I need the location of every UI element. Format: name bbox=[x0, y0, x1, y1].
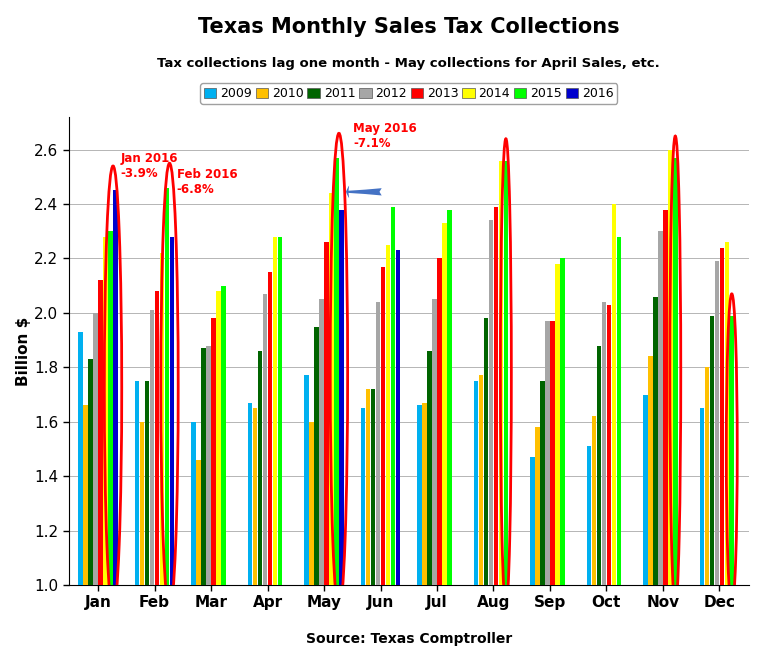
Bar bbox=[422, 403, 427, 585]
Bar bbox=[113, 190, 118, 585]
Bar bbox=[714, 261, 719, 585]
Bar bbox=[273, 237, 277, 585]
Bar bbox=[386, 245, 390, 585]
Bar bbox=[704, 367, 709, 585]
Bar bbox=[222, 286, 226, 585]
Bar bbox=[658, 231, 662, 585]
Bar bbox=[587, 447, 591, 585]
Bar bbox=[319, 299, 324, 585]
Bar bbox=[155, 291, 160, 585]
Bar bbox=[432, 299, 437, 585]
Bar bbox=[309, 422, 314, 585]
Bar bbox=[474, 381, 478, 585]
Bar bbox=[390, 207, 395, 585]
Bar bbox=[545, 321, 550, 585]
Bar bbox=[668, 150, 672, 585]
Bar bbox=[437, 259, 442, 585]
Bar bbox=[730, 316, 734, 585]
Bar bbox=[89, 359, 93, 585]
Bar bbox=[536, 427, 540, 585]
Bar bbox=[710, 316, 714, 585]
Bar bbox=[489, 220, 494, 585]
Bar bbox=[103, 237, 108, 585]
Bar bbox=[611, 204, 616, 585]
Bar bbox=[145, 381, 150, 585]
Bar bbox=[366, 389, 371, 585]
Bar bbox=[673, 158, 678, 585]
Bar bbox=[135, 381, 140, 585]
Bar bbox=[304, 376, 309, 585]
Bar bbox=[212, 318, 216, 585]
Bar bbox=[160, 253, 164, 585]
Bar bbox=[663, 209, 668, 585]
Bar bbox=[248, 403, 252, 585]
Bar bbox=[206, 346, 211, 585]
Bar bbox=[442, 223, 447, 585]
Bar bbox=[253, 408, 257, 585]
Bar bbox=[427, 351, 432, 585]
Bar bbox=[591, 416, 596, 585]
Bar bbox=[257, 351, 262, 585]
Bar bbox=[196, 460, 201, 585]
Bar bbox=[314, 326, 319, 585]
Bar bbox=[202, 348, 206, 585]
Bar bbox=[334, 158, 338, 585]
Bar bbox=[99, 280, 103, 585]
Bar bbox=[447, 209, 452, 585]
Text: May 2016
-7.1%: May 2016 -7.1% bbox=[354, 122, 417, 150]
Bar bbox=[339, 209, 344, 585]
Bar bbox=[503, 161, 508, 585]
Bar bbox=[277, 237, 282, 585]
Text: Jan 2016
-3.9%: Jan 2016 -3.9% bbox=[121, 151, 178, 179]
Bar bbox=[597, 346, 601, 585]
Bar bbox=[371, 389, 375, 585]
Text: Texas Monthly Sales Tax Collections: Texas Monthly Sales Tax Collections bbox=[198, 18, 620, 38]
Bar bbox=[560, 259, 565, 585]
Bar bbox=[417, 406, 422, 585]
Bar bbox=[555, 264, 560, 585]
Bar bbox=[380, 266, 385, 585]
Bar bbox=[267, 272, 272, 585]
Text: Tax collections lag one month - May collections for April Sales, etc.: Tax collections lag one month - May coll… bbox=[157, 57, 660, 70]
Bar bbox=[479, 376, 484, 585]
Bar bbox=[530, 457, 535, 585]
Bar bbox=[79, 332, 83, 585]
Bar bbox=[83, 406, 88, 585]
Bar bbox=[324, 242, 329, 585]
Bar bbox=[216, 291, 221, 585]
Bar bbox=[724, 242, 729, 585]
Bar bbox=[643, 395, 648, 585]
Text: Source: Texas Comptroller: Source: Texas Comptroller bbox=[306, 632, 512, 646]
Bar bbox=[550, 321, 555, 585]
Bar bbox=[653, 296, 658, 585]
Bar bbox=[140, 422, 144, 585]
Legend: 2009, 2010, 2011, 2012, 2013, 2014, 2015, 2016: 2009, 2010, 2011, 2012, 2013, 2014, 2015… bbox=[200, 83, 617, 104]
Bar bbox=[617, 237, 621, 585]
Bar bbox=[170, 237, 174, 585]
Bar bbox=[93, 313, 98, 585]
Text: Feb 2016
-6.8%: Feb 2016 -6.8% bbox=[176, 168, 238, 196]
Bar bbox=[165, 188, 170, 585]
Bar bbox=[601, 302, 606, 585]
Y-axis label: Billion $: Billion $ bbox=[16, 317, 31, 385]
Bar bbox=[396, 250, 400, 585]
Bar bbox=[361, 408, 365, 585]
Bar bbox=[484, 318, 488, 585]
Bar bbox=[648, 356, 652, 585]
Bar bbox=[540, 381, 545, 585]
Bar bbox=[720, 248, 724, 585]
Bar bbox=[494, 207, 498, 585]
Bar bbox=[192, 422, 196, 585]
Bar bbox=[376, 302, 380, 585]
Bar bbox=[499, 161, 503, 585]
Bar bbox=[108, 231, 113, 585]
Bar bbox=[150, 310, 154, 585]
Bar bbox=[607, 305, 611, 585]
Bar bbox=[263, 294, 267, 585]
Bar bbox=[700, 408, 704, 585]
Bar bbox=[329, 193, 334, 585]
